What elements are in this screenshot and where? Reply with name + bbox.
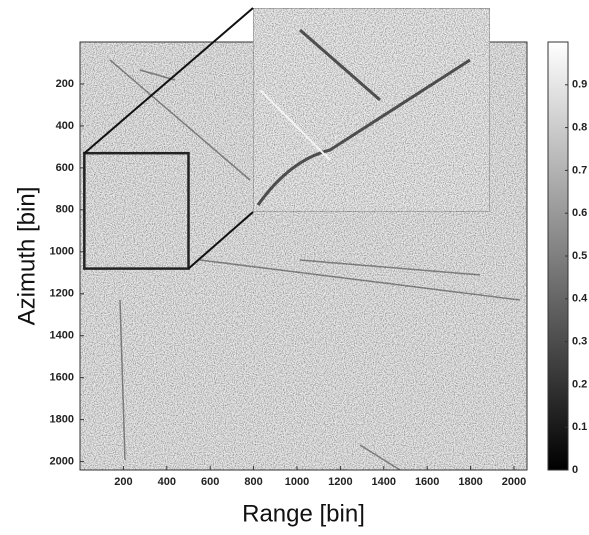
x-tick-label: 1200 xyxy=(328,476,352,488)
y-tick-label: 2000 xyxy=(50,456,74,468)
y-tick-label: 1600 xyxy=(50,372,74,384)
y-tick-label: 400 xyxy=(56,120,74,132)
y-tick-label: 1800 xyxy=(50,414,74,426)
y-tick-label: 200 xyxy=(56,78,74,90)
x-axis-label: Range [bin] xyxy=(242,500,365,527)
zoom-connector xyxy=(83,7,254,154)
streaks xyxy=(109,59,521,471)
y-tick-label: 600 xyxy=(56,162,74,174)
colorbar-tick-label: 0.7 xyxy=(572,164,587,176)
colorbar-tick-label: 0.5 xyxy=(572,250,587,262)
x-tick-label: 1400 xyxy=(372,476,396,488)
y-axis-label: Azimuth [bin] xyxy=(13,187,40,326)
colorbar-tick-label: 0.9 xyxy=(572,79,587,91)
y-tick-label: 800 xyxy=(56,204,74,216)
inset-image xyxy=(252,7,491,213)
y-tick-label: 1000 xyxy=(50,246,74,258)
colorbar-tick-label: 0.8 xyxy=(572,122,587,134)
x-tick-label: 400 xyxy=(158,476,176,488)
zoom-connector xyxy=(187,211,254,270)
x-tick-label: 1000 xyxy=(285,476,309,488)
x-tick-label: 1600 xyxy=(415,476,439,488)
y-tick-label: 1400 xyxy=(50,330,74,342)
inset xyxy=(252,7,491,213)
colorbar-tick-label: 0.6 xyxy=(572,207,587,219)
x-tick-label: 800 xyxy=(244,476,262,488)
colorbar-tick-label: 0.4 xyxy=(572,293,588,305)
colorbar-tick-label: 0.1 xyxy=(572,421,587,433)
x-tick-label: 2000 xyxy=(502,476,526,488)
colorbar-tick-label: 0.3 xyxy=(572,336,587,348)
y-tick-label: 1200 xyxy=(50,288,74,300)
inset-streaks xyxy=(256,28,471,206)
zoom-box xyxy=(83,151,190,270)
x-tick-label: 200 xyxy=(114,476,132,488)
colorbar-tick-label: 0 xyxy=(572,464,578,476)
colorbar-tick-label: 0.2 xyxy=(572,378,587,390)
x-tick-label: 600 xyxy=(201,476,219,488)
x-tick-label: 1800 xyxy=(458,476,482,488)
